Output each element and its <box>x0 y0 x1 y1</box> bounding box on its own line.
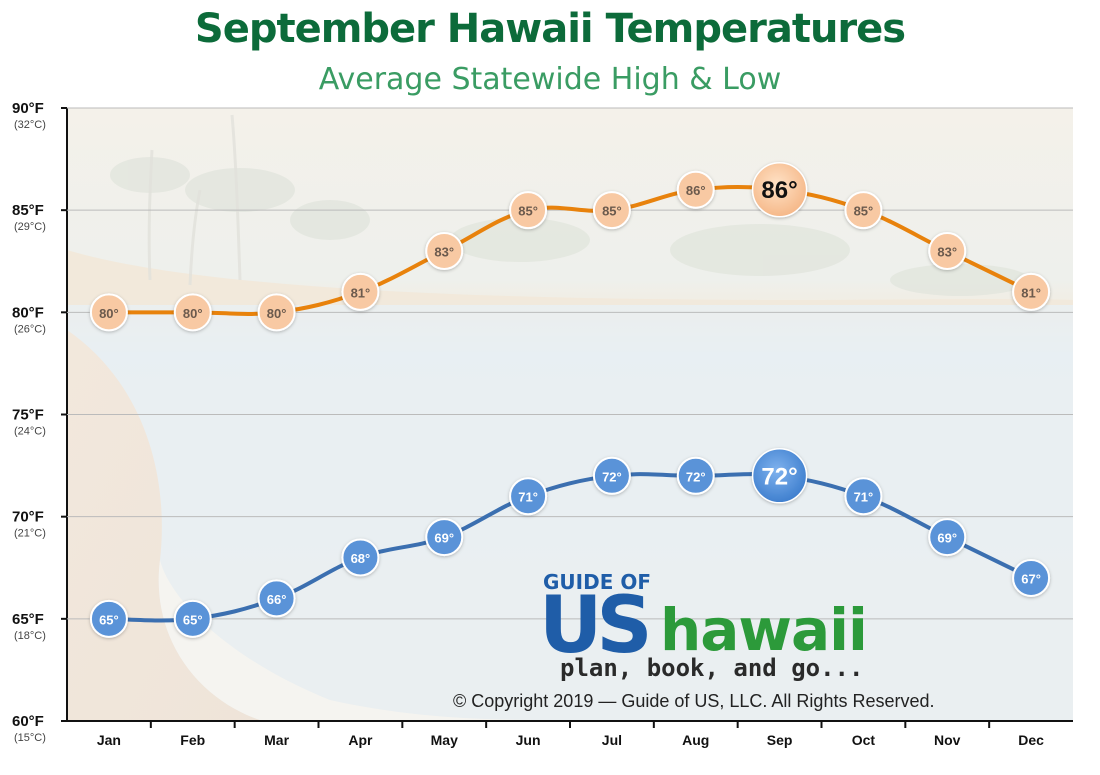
data-label-low: 65° <box>183 612 203 627</box>
y-tick-label-c: (29°C) <box>14 221 46 233</box>
x-tick-label: Oct <box>852 732 876 748</box>
x-tick-label: Feb <box>180 732 205 748</box>
data-label-low: 72° <box>761 463 797 490</box>
x-tick-label: Sep <box>767 732 793 748</box>
data-label-low: 72° <box>686 469 706 484</box>
data-point-high <box>844 191 883 230</box>
data-label-high: 80° <box>99 306 119 321</box>
data-label-high: 80° <box>267 306 287 321</box>
y-tick-label-f: 80°F <box>12 304 44 321</box>
data-point-low <box>425 518 464 557</box>
data-point-low <box>844 477 883 516</box>
data-label-low: 71° <box>518 490 538 505</box>
data-label-high: 80° <box>183 306 203 321</box>
data-label-high: 83° <box>434 245 454 260</box>
data-point-low <box>173 599 212 638</box>
data-point-low <box>1012 558 1051 597</box>
y-tick-label-f: 70°F <box>12 509 44 526</box>
chart-title: September Hawaii Temperatures <box>194 6 906 52</box>
y-tick-label-f: 65°F <box>12 611 44 628</box>
y-tick-label-f: 60°F <box>12 713 44 730</box>
guide-of-us-hawaii-logo: GUIDE OF US hawaii plan, book, and go... <box>539 570 868 682</box>
x-tick-label: May <box>431 732 458 748</box>
data-label-low: 67° <box>1021 571 1041 586</box>
data-point-low <box>676 456 715 495</box>
x-tick-label: Jun <box>516 732 541 748</box>
y-tick-label-c: (15°C) <box>14 732 46 744</box>
data-point-high <box>341 272 380 311</box>
y-tick-label-c: (26°C) <box>14 323 46 335</box>
series-layer: 80° 80° 80° 81° 83° 85° 85° 86° 86° 85° 83° 81° 65° 6… <box>89 161 1051 638</box>
y-tick-label-f: 90°F <box>12 100 44 117</box>
data-label-high: 85° <box>518 204 538 219</box>
data-point-low <box>509 477 548 516</box>
data-label-high: 83° <box>937 245 957 260</box>
data-point-low <box>928 518 967 557</box>
y-tick-label-f: 75°F <box>12 407 44 424</box>
x-tick-label: Nov <box>934 732 961 748</box>
data-point-low <box>257 579 296 618</box>
data-label-low: 66° <box>267 592 287 607</box>
data-point-low <box>751 448 808 504</box>
data-point-high <box>257 293 296 332</box>
data-label-high: 85° <box>854 204 874 219</box>
data-label-high: 81° <box>351 285 371 300</box>
x-axis: Jan Feb Mar Apr May Jun Jul Aug Sep Oct Nov Dec <box>97 721 1044 748</box>
x-tick-label: Dec <box>1018 732 1044 748</box>
data-label-low: 71° <box>854 490 874 505</box>
data-point-high <box>928 232 967 271</box>
logo-us: US <box>539 581 647 671</box>
y-tick-label-c: (18°C) <box>14 630 46 642</box>
data-label-low: 69° <box>937 531 957 546</box>
data-label-low: 69° <box>434 531 454 546</box>
data-point-high <box>1012 272 1051 311</box>
data-point-high <box>751 161 808 218</box>
data-point-high <box>173 293 212 332</box>
x-tick-label: Apr <box>348 732 373 748</box>
logo-hawaii: hawaii <box>660 596 867 664</box>
y-tick-label-c: (21°C) <box>14 528 46 540</box>
data-label-high: 81° <box>1021 285 1041 300</box>
y-tick-label-c: (24°C) <box>14 426 46 438</box>
data-label-low: 72° <box>602 469 622 484</box>
chart-subtitle: Average Statewide High & Low <box>318 62 782 97</box>
data-label-high: 86° <box>686 183 706 198</box>
x-tick-label: Mar <box>264 732 289 748</box>
data-point-low <box>341 538 380 577</box>
logo-tagline: plan, book, and go... <box>560 654 863 682</box>
copyright-notice: © Copyright 2019 — Guide of US, LLC. All… <box>453 691 935 711</box>
data-label-low: 68° <box>351 551 371 566</box>
data-point-low <box>89 599 128 638</box>
data-point-high <box>425 232 464 271</box>
x-tick-label: Aug <box>682 732 709 748</box>
y-tick-label-c: (32°C) <box>14 119 46 131</box>
logo-guide-of: GUIDE OF <box>543 570 651 594</box>
y-axis: 90°F (32°C) 85°F (29°C) 80°F (26°C) 75°F (24°C)… <box>12 100 67 744</box>
data-label-high: 86° <box>761 177 797 204</box>
y-tick-label-f: 85°F <box>12 202 44 219</box>
data-point-high <box>509 191 548 230</box>
data-label-low: 65° <box>99 612 119 627</box>
x-tick-label: Jul <box>602 732 622 748</box>
data-point-low <box>592 456 631 495</box>
x-tick-label: Jan <box>97 732 121 748</box>
data-point-high <box>89 293 128 332</box>
data-point-high <box>592 191 631 230</box>
data-point-high <box>676 170 715 209</box>
data-label-high: 85° <box>602 204 622 219</box>
